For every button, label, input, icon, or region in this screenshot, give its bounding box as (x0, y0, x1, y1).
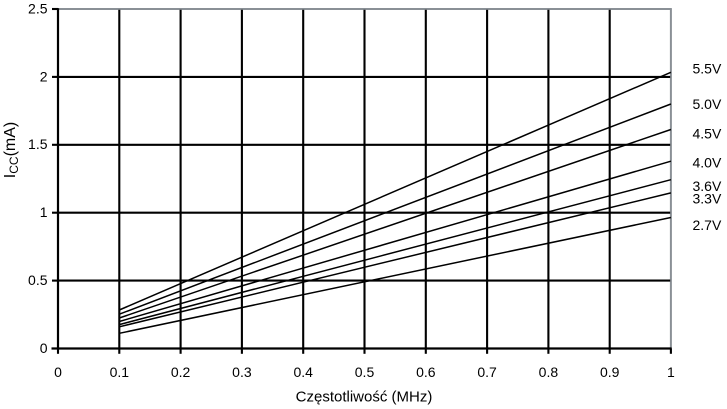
svg-text:0.8: 0.8 (539, 364, 559, 380)
svg-text:3.6V: 3.6V (693, 178, 722, 194)
svg-text:0.5: 0.5 (355, 364, 375, 380)
svg-text:1: 1 (667, 364, 675, 380)
svg-text:0: 0 (40, 340, 48, 356)
svg-text:0.5: 0.5 (28, 272, 48, 288)
svg-text:5.0V: 5.0V (693, 96, 722, 112)
svg-text:3.3V: 3.3V (693, 191, 722, 207)
svg-text:4.5V: 4.5V (693, 125, 722, 141)
svg-text:Częstotliwość (MHz): Częstotliwość (MHz) (296, 389, 433, 406)
svg-text:1: 1 (40, 204, 48, 220)
svg-text:4.0V: 4.0V (693, 155, 722, 171)
svg-text:ICC(mA): ICC(mA) (2, 122, 21, 178)
svg-text:0.7: 0.7 (477, 364, 497, 380)
svg-text:0: 0 (54, 364, 62, 380)
svg-text:0.3: 0.3 (232, 364, 252, 380)
svg-text:0.6: 0.6 (416, 364, 436, 380)
svg-text:0.4: 0.4 (293, 364, 313, 380)
svg-text:2.7V: 2.7V (693, 217, 722, 233)
svg-text:0.9: 0.9 (600, 364, 620, 380)
svg-text:5.5V: 5.5V (693, 61, 722, 77)
svg-text:0.1: 0.1 (110, 364, 130, 380)
svg-text:2: 2 (40, 68, 48, 84)
svg-text:0.2: 0.2 (171, 364, 191, 380)
svg-text:1.5: 1.5 (28, 136, 48, 152)
svg-text:2.5: 2.5 (28, 0, 48, 16)
